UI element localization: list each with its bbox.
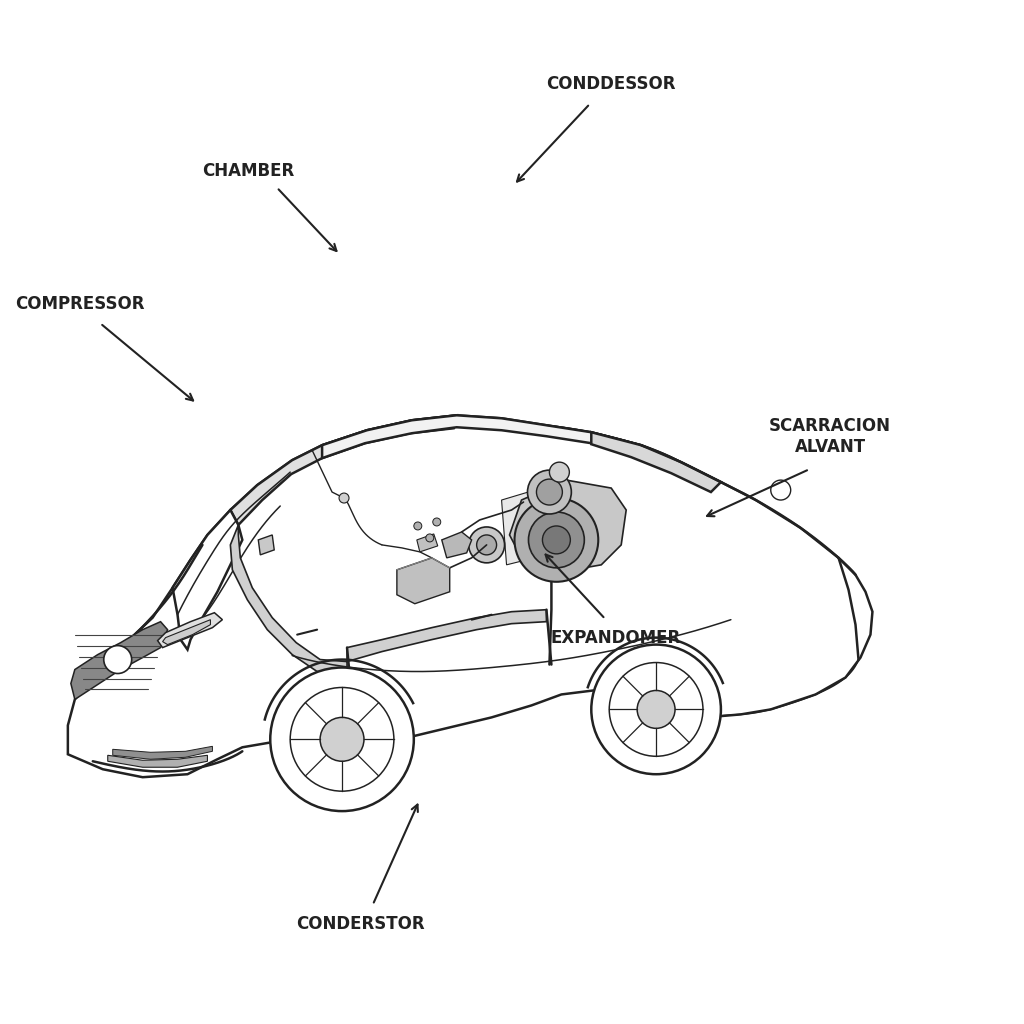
Circle shape — [476, 535, 497, 555]
Polygon shape — [163, 620, 211, 644]
Circle shape — [103, 645, 132, 674]
Polygon shape — [441, 531, 472, 558]
Circle shape — [771, 480, 791, 500]
Circle shape — [339, 494, 349, 503]
Polygon shape — [502, 488, 563, 565]
Text: CONDERSTOR: CONDERSTOR — [296, 915, 425, 933]
Circle shape — [609, 663, 702, 757]
Circle shape — [637, 690, 675, 728]
Text: EXPANDOMER: EXPANDOMER — [551, 630, 681, 647]
Polygon shape — [417, 534, 437, 552]
Polygon shape — [173, 510, 243, 649]
Polygon shape — [68, 416, 872, 777]
Circle shape — [426, 534, 434, 542]
Polygon shape — [113, 746, 212, 759]
Circle shape — [321, 718, 364, 761]
Circle shape — [290, 687, 394, 792]
Circle shape — [514, 498, 598, 582]
Text: COMPRESSOR: COMPRESSOR — [15, 295, 144, 313]
Circle shape — [528, 512, 585, 568]
Polygon shape — [230, 525, 347, 675]
Polygon shape — [397, 558, 450, 604]
Circle shape — [543, 526, 570, 554]
Polygon shape — [190, 451, 312, 590]
Text: CHAMBER: CHAMBER — [202, 162, 294, 180]
Circle shape — [550, 462, 569, 482]
Polygon shape — [108, 756, 208, 767]
Polygon shape — [591, 432, 721, 493]
Polygon shape — [71, 622, 168, 699]
Polygon shape — [230, 416, 457, 525]
Polygon shape — [347, 609, 547, 662]
Circle shape — [591, 644, 721, 774]
Circle shape — [527, 470, 571, 514]
Circle shape — [537, 479, 562, 505]
Polygon shape — [510, 480, 627, 571]
Circle shape — [414, 522, 422, 530]
Polygon shape — [323, 416, 641, 458]
Circle shape — [433, 518, 440, 526]
Polygon shape — [258, 535, 274, 555]
Circle shape — [469, 527, 505, 563]
Circle shape — [270, 668, 414, 811]
Text: CONDDESSOR: CONDDESSOR — [546, 76, 675, 93]
Polygon shape — [158, 612, 222, 647]
Text: SCARRACION
ALVANT: SCARRACION ALVANT — [769, 417, 891, 456]
